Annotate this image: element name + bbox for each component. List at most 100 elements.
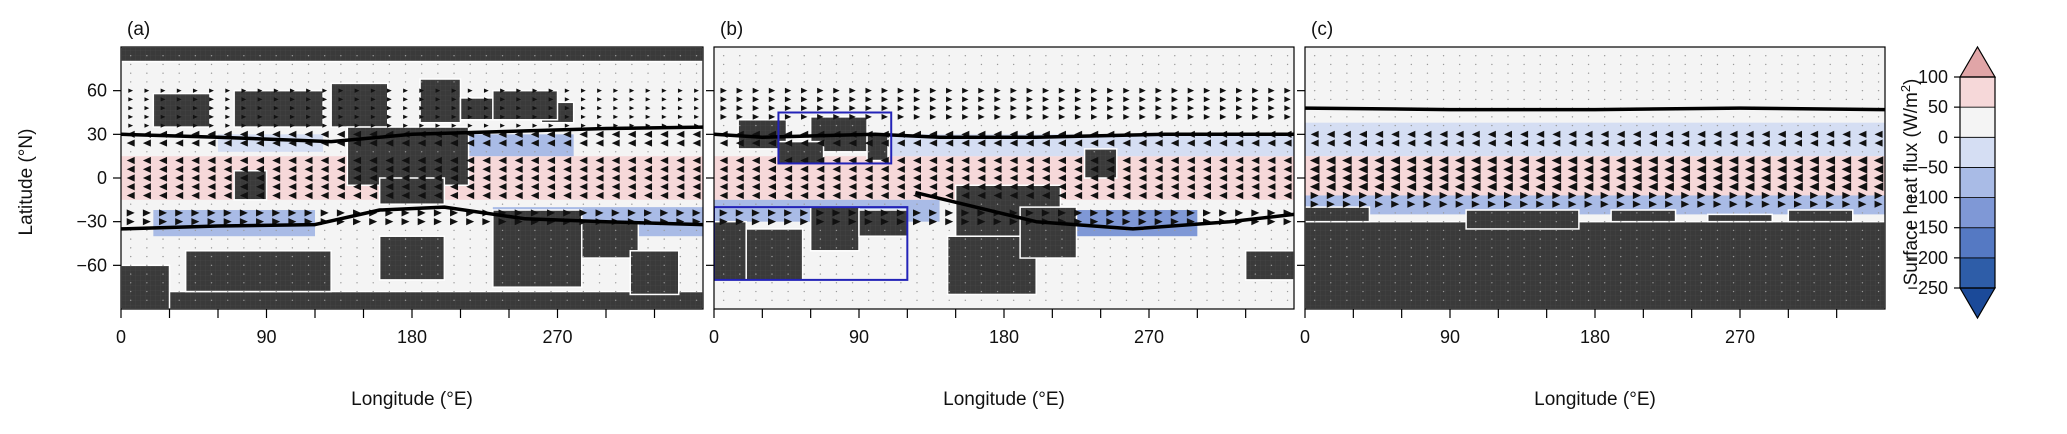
wind-dot	[1620, 238, 1622, 240]
wind-arrow	[1744, 164, 1755, 174]
wind-arrow	[1696, 156, 1707, 165]
wind-dot	[598, 229, 601, 232]
wind-dot	[1587, 229, 1590, 232]
wind-dot	[404, 81, 407, 83]
wind-dot	[948, 81, 950, 83]
wind-arrow	[1793, 182, 1803, 192]
wind-arrow	[1551, 182, 1562, 192]
wind-arrow	[450, 183, 459, 191]
wind-arrow	[223, 183, 232, 191]
wind-dot	[1748, 264, 1751, 267]
wind-dot	[1125, 81, 1128, 83]
wind-dot	[1571, 255, 1574, 258]
wind-dot	[739, 264, 741, 267]
wind-dot	[1330, 124, 1332, 127]
wind-dot	[1620, 290, 1622, 293]
wind-arrow	[159, 209, 168, 217]
wind-dot	[695, 55, 698, 57]
wind-dot	[1684, 238, 1686, 240]
wind-dot	[404, 290, 407, 293]
land-mass	[233, 89, 324, 128]
wind-arrow	[784, 139, 793, 147]
wind-arrow	[320, 156, 329, 165]
wind-dot	[1732, 282, 1735, 284]
wind-arrow	[433, 218, 442, 226]
wind-dot	[932, 299, 934, 301]
wind-dot	[1458, 290, 1461, 293]
wind-arrow	[1439, 200, 1448, 208]
wind-dot	[437, 247, 439, 249]
wind-dot	[1012, 238, 1015, 240]
wind-dot	[1426, 124, 1429, 127]
wind-arrow	[800, 218, 809, 226]
wind-arrow	[977, 139, 986, 147]
wind-dot	[485, 63, 488, 66]
wind-arrow	[256, 218, 265, 226]
wind-dot	[1732, 98, 1735, 101]
wind-arrow	[644, 165, 653, 173]
wind-dot	[1700, 63, 1703, 66]
wind-dot	[1313, 282, 1316, 284]
wind-dot	[996, 255, 999, 258]
wind-dot	[1603, 55, 1606, 57]
wind-dot	[307, 247, 310, 249]
wind-dot	[647, 282, 649, 284]
wind-dot	[1523, 255, 1525, 258]
wind-dot	[1394, 290, 1396, 293]
wind-arrow	[160, 88, 166, 93]
y-tick-label: 0	[97, 168, 107, 188]
wind-dot	[1620, 116, 1622, 118]
wind-arrow	[1186, 191, 1195, 200]
wind-dot	[1845, 290, 1848, 293]
wind-dot	[884, 63, 886, 66]
wind-arrow	[913, 218, 921, 226]
wind-dot	[1684, 98, 1686, 101]
wind-dot	[550, 63, 552, 66]
wind-dot	[851, 229, 854, 232]
wind-arrow	[498, 174, 507, 182]
wind-dot	[1330, 81, 1332, 83]
y-axis-label: Latitude (°N)	[16, 129, 37, 236]
wind-dot	[1157, 282, 1160, 284]
wind-arrow	[1842, 191, 1851, 200]
wind-dot	[1781, 220, 1783, 223]
wind-dot	[146, 203, 148, 205]
colorbar-frame	[1959, 76, 1996, 289]
wind-dot	[996, 151, 999, 153]
wind-dot	[1684, 264, 1686, 267]
wind-dot	[1732, 299, 1735, 301]
wind-dot	[1378, 264, 1380, 267]
land-mass	[629, 250, 680, 296]
wind-dot	[1781, 63, 1783, 66]
wind-arrow	[1504, 200, 1512, 208]
wind-arrow	[304, 156, 313, 165]
wind-dot	[1157, 81, 1160, 83]
wind-dot	[1125, 55, 1128, 57]
wind-arrow	[354, 105, 360, 111]
wind-dot	[307, 63, 310, 66]
wind-dot	[194, 229, 197, 232]
wind-dot	[1668, 220, 1670, 223]
wind-arrow	[304, 191, 313, 200]
wind-dot	[980, 282, 983, 284]
wind-dot	[1877, 299, 1880, 301]
wind-arrow	[1058, 139, 1066, 147]
wind-arrow	[1235, 165, 1244, 173]
wind-arrow	[597, 114, 602, 120]
wind-dot	[1426, 238, 1429, 240]
wind-arrow	[500, 97, 505, 102]
wind-arrow	[1090, 191, 1099, 200]
wind-dot	[404, 264, 407, 267]
wind-arrow	[288, 209, 297, 217]
wind-arrow	[128, 105, 134, 111]
wind-dot	[1254, 81, 1257, 83]
wind-dot	[1748, 124, 1751, 127]
colorbar-tick-label: −100	[1907, 188, 1948, 208]
wind-arrow	[961, 156, 970, 165]
wind-dot	[647, 81, 649, 83]
wind-dot	[964, 63, 967, 66]
wind-arrow	[676, 130, 685, 138]
wind-dot	[194, 238, 197, 240]
wind-arrow	[322, 114, 328, 120]
wind-arrow	[160, 105, 166, 111]
